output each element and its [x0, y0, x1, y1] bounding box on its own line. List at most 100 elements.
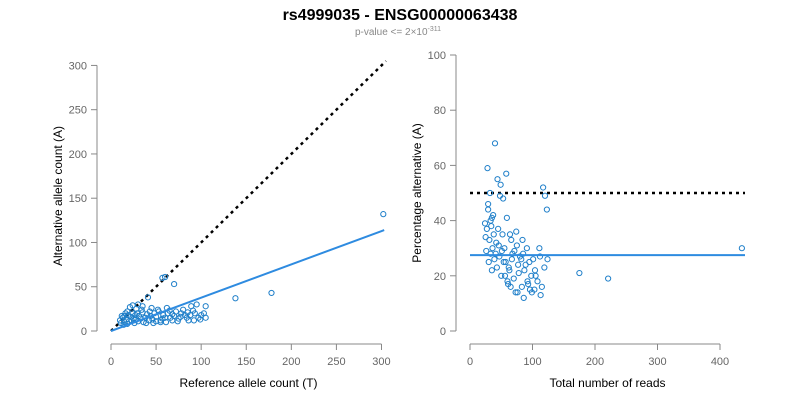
data-point: [514, 289, 521, 296]
data-point: [195, 314, 202, 321]
x-tick-label: 0: [467, 356, 473, 368]
data-point: [175, 315, 182, 322]
data-point: [483, 225, 490, 232]
data-point: [493, 264, 500, 271]
data-point: [520, 294, 527, 301]
data-point: [485, 206, 492, 213]
data-point: [121, 312, 128, 320]
data-point: [498, 247, 505, 255]
data-point: [143, 319, 150, 327]
data-point: [538, 283, 545, 290]
data-point: [159, 315, 166, 322]
x-tick-label: 400: [711, 356, 729, 368]
data-point: [518, 256, 525, 263]
data-point: [482, 234, 489, 241]
data-point: [495, 242, 502, 249]
data-point: [534, 278, 541, 285]
data-point: [500, 258, 507, 266]
y-tick-label: 20: [434, 271, 446, 283]
data-point: [511, 247, 518, 255]
y-tick-label: 100: [428, 50, 446, 62]
data-point: [541, 264, 548, 271]
x-tick-label: 250: [327, 356, 345, 368]
y-axis-label: Alternative allele count (A): [51, 126, 65, 266]
panel-1: 0 50 100 150 200 250 300 0 50 100 150 200 250 300 Refe…: [51, 60, 391, 390]
data-point: [180, 306, 187, 313]
data-point: [506, 231, 514, 238]
data-point: [162, 319, 170, 326]
data-point: [537, 292, 544, 299]
data-point: [605, 275, 612, 282]
subtitle-exponent: -311: [428, 26, 442, 33]
chart-subtitle: p-value <= 2×10-311: [355, 26, 441, 38]
data-point: [157, 317, 164, 324]
x-tick-label: 100: [523, 356, 541, 368]
data-point: [488, 267, 495, 274]
data-point: [485, 200, 492, 208]
data-point: [169, 311, 176, 318]
data-point: [197, 316, 204, 323]
data-point: [496, 192, 504, 199]
data-point: [738, 245, 745, 252]
x-tick-label: 200: [282, 356, 300, 368]
data-point: [134, 310, 141, 317]
y-tick-label: 0: [81, 326, 87, 338]
data-point: [161, 273, 169, 281]
subtitle-prefix: p-value <= 2×10: [355, 27, 428, 38]
data-point: [483, 247, 490, 255]
data-point: [167, 314, 174, 321]
data-point: [495, 225, 502, 232]
data-point: [202, 303, 209, 310]
data-point: [174, 318, 181, 325]
data-point: [515, 269, 522, 277]
data-point: [531, 267, 539, 274]
y-tick-label: 80: [434, 105, 446, 117]
data-point: [178, 310, 185, 317]
data-point: [152, 318, 160, 325]
data-point: [525, 280, 532, 288]
data-point: [489, 245, 496, 252]
y-tick-label: 50: [75, 282, 87, 294]
data-point: [486, 189, 494, 197]
data-point: [518, 283, 525, 290]
y-tick-label: 40: [434, 216, 446, 228]
data-point: [487, 217, 494, 224]
x-tick-label: 0: [108, 356, 114, 368]
data-point: [524, 278, 531, 285]
panel-2: 0 100 200 300 400 0 20 40 60 80 100 Total number of…: [410, 50, 745, 390]
data-point: [513, 228, 520, 235]
y-tick-label: 0: [440, 326, 446, 338]
x-tick-label: 300: [372, 356, 390, 368]
data-point: [202, 314, 209, 321]
data-point: [543, 206, 550, 213]
data-point: [505, 264, 512, 271]
x-tick-label: 200: [586, 356, 604, 368]
data-point: [528, 272, 535, 279]
data-point: [576, 269, 583, 277]
data-point: [484, 165, 491, 172]
y-tick-label: 300: [69, 60, 87, 72]
y-tick-label: 150: [69, 193, 87, 205]
data-point: [177, 313, 184, 320]
data-point: [268, 289, 275, 297]
data-point: [380, 211, 387, 218]
data-point: [508, 236, 515, 244]
chart-panels: 0 50 100 150 200 250 300050100150200250300Refe…: [51, 50, 745, 390]
y-tick-label: 60: [434, 160, 446, 172]
data-point: [521, 267, 528, 274]
data-point: [481, 220, 489, 227]
data-point: [540, 184, 547, 191]
data-point: [532, 272, 539, 279]
data-point: [116, 317, 124, 324]
data-point: [139, 303, 146, 310]
data-point: [510, 275, 517, 282]
data-point: [531, 286, 538, 293]
data-point: [523, 245, 530, 252]
data-point: [515, 261, 522, 268]
data-point: [159, 274, 166, 281]
data-point: [503, 170, 510, 177]
data-point: [146, 308, 153, 315]
data-point: [508, 256, 515, 263]
y-tick-label: 100: [69, 237, 87, 249]
